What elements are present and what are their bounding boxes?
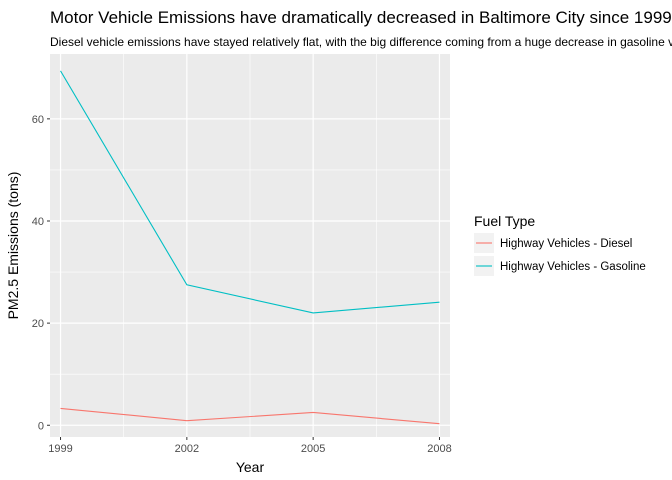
grid-lines (50, 54, 450, 437)
legend-label: Highway Vehicles - Gasoline (500, 261, 646, 273)
x-tick-label: 1999 (48, 443, 72, 455)
chart-subtitle: Diesel vehicle emissions have stayed rel… (50, 35, 672, 49)
series-lines (60, 70, 440, 425)
x-axis-ticks: 1999 2002 2005 2008 (48, 437, 452, 455)
x-tick-label: 2002 (175, 443, 199, 455)
chart-title: Motor Vehicle Emissions have dramaticall… (50, 8, 672, 27)
y-axis-ticks: 0 20 40 60 (32, 114, 50, 432)
legend-label: Highway Vehicles - Diesel (500, 238, 632, 250)
y-tick-label: 0 (38, 420, 44, 432)
legend: Fuel Type Highway Vehicles - Diesel Highw… (474, 213, 646, 276)
x-axis-title: Year (236, 459, 265, 475)
x-tick-label: 2008 (427, 443, 451, 455)
y-axis-title: PM2.5 Emissions (tons) (5, 172, 21, 320)
series-line-diesel (60, 407, 440, 425)
y-tick-label: 60 (32, 114, 44, 126)
x-tick-label: 2005 (301, 443, 325, 455)
y-tick-label: 40 (32, 216, 44, 228)
y-tick-label: 20 (32, 318, 44, 330)
legend-title: Fuel Type (474, 213, 535, 229)
series-line-gasoline (60, 70, 440, 314)
